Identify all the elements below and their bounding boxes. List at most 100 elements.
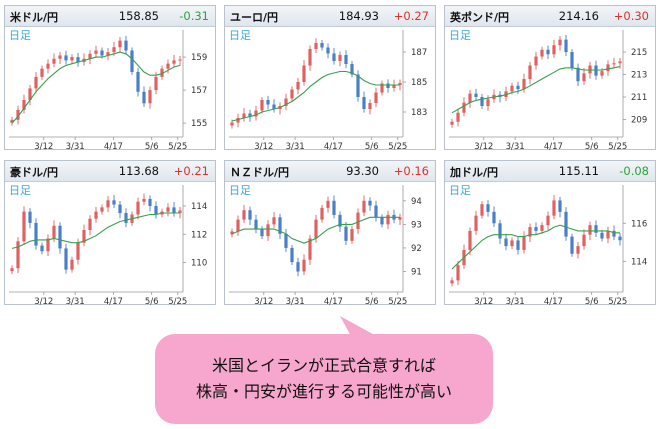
candle-body xyxy=(118,204,122,214)
candle-body xyxy=(570,52,574,68)
candle-body xyxy=(46,238,50,252)
candle-body xyxy=(154,205,158,215)
x-tick-label: 5/25 xyxy=(608,297,627,306)
panel-header: 米ドル/円 158.85 -0.31 xyxy=(5,6,215,27)
price-chart: 155 157 159 3/12 3/31 4/17 5/6 5/25 xyxy=(9,30,207,151)
candle-body xyxy=(552,45,556,55)
x-tick-label: 5/6 xyxy=(365,142,379,151)
candle-body xyxy=(594,65,598,76)
candle-body xyxy=(320,43,324,48)
candle-body xyxy=(468,230,472,250)
y-tick-label: 211 xyxy=(631,93,647,103)
moving-average-line xyxy=(231,216,400,244)
candle-body xyxy=(302,259,306,272)
candle-body xyxy=(576,67,580,82)
candle-body xyxy=(260,100,264,111)
candle-body xyxy=(332,200,336,215)
candle-body xyxy=(516,240,520,250)
pair-name: 英ポンド/円 xyxy=(450,11,510,24)
x-tick-label: 3/12 xyxy=(254,142,273,151)
candle-body xyxy=(290,89,294,99)
price-value: 115.11 xyxy=(558,164,599,178)
candle-body xyxy=(564,39,568,52)
candle-body xyxy=(480,204,484,216)
candle-body xyxy=(284,233,288,248)
candle-body xyxy=(326,200,330,208)
candle-body xyxy=(380,83,384,93)
pair-name: ＮＺドル/円 xyxy=(230,166,290,179)
y-tick-label: 185 xyxy=(411,78,427,88)
candle-body xyxy=(76,242,80,260)
candle-body xyxy=(154,76,158,91)
candle-body xyxy=(606,230,610,239)
candle-body xyxy=(34,222,38,246)
candle-body xyxy=(290,247,294,263)
candle-body xyxy=(368,200,372,206)
candle-body xyxy=(178,59,182,61)
change-value: +0.30 xyxy=(613,9,649,23)
candle-body xyxy=(82,230,86,243)
price-chart: 114 116 3/12 3/31 4/17 5/6 5/25 xyxy=(449,185,647,306)
candle-body xyxy=(540,225,544,231)
candle-body xyxy=(386,214,390,225)
candle-body xyxy=(296,262,300,272)
candle-body xyxy=(332,53,336,61)
change-value: +0.16 xyxy=(393,164,429,178)
candle-body xyxy=(34,76,38,89)
price-chart: 183 185 187 3/12 3/31 4/17 5/6 5/25 xyxy=(229,30,427,151)
x-tick-label: 4/17 xyxy=(324,142,343,151)
candle-body xyxy=(356,212,360,230)
candle-body xyxy=(582,73,586,82)
candle-body xyxy=(618,61,622,64)
candle-body xyxy=(450,280,454,284)
x-tick-label: 5/25 xyxy=(168,142,187,151)
change-value: -0.31 xyxy=(179,9,209,23)
candle-body xyxy=(58,225,62,249)
candle-body xyxy=(546,215,550,226)
candle-body xyxy=(118,40,122,48)
candle-body xyxy=(504,91,508,97)
candle-body xyxy=(522,79,526,90)
candle-body xyxy=(564,211,568,237)
candle-body xyxy=(576,246,580,254)
moving-average-line xyxy=(231,70,400,122)
candle-body xyxy=(106,200,110,208)
candle-body xyxy=(606,64,610,72)
x-tick-label: 4/17 xyxy=(544,297,563,306)
candle-body xyxy=(166,63,170,69)
x-tick-label: 3/31 xyxy=(286,142,305,151)
candle-body xyxy=(504,238,508,247)
candle-body xyxy=(230,122,234,126)
y-tick-label: 114 xyxy=(631,257,647,267)
candle-body xyxy=(570,236,574,254)
candle-body xyxy=(166,207,170,212)
panel-header: 加ドル/円 115.11 -0.08 xyxy=(445,161,655,182)
candle-body xyxy=(468,93,472,103)
pair-name: 豪ドル/円 xyxy=(10,166,59,179)
candle-body xyxy=(142,198,146,202)
candle-body xyxy=(10,268,14,272)
candle-body xyxy=(70,57,74,61)
candle-body xyxy=(534,56,538,66)
moving-average-line xyxy=(11,51,181,124)
chart-panel: 英ポンド/円 214.16 +0.30 209 211 213 215 3/12 3/31 4/1… xyxy=(444,5,656,151)
period-label: 日足 xyxy=(9,29,31,42)
candle-body xyxy=(230,231,234,235)
candle-body xyxy=(456,265,460,281)
x-tick-label: 4/17 xyxy=(104,142,123,151)
callout-line-2: 株高・円安が進行する可能性が高い xyxy=(195,382,452,401)
y-tick-label: 94 xyxy=(411,197,422,207)
x-tick-label: 5/6 xyxy=(145,297,159,306)
candle-body xyxy=(124,213,128,223)
change-value: +0.27 xyxy=(393,9,429,23)
candle-body xyxy=(266,224,270,237)
candle-body xyxy=(558,39,562,46)
candle-body xyxy=(76,57,80,63)
y-tick-label: 213 xyxy=(631,71,647,81)
candle-body xyxy=(326,47,330,54)
price-chart: 91 92 93 94 3/12 3/31 4/17 5/6 5/25 xyxy=(229,185,422,306)
y-tick-label: 91 xyxy=(411,268,422,278)
y-tick-label: 155 xyxy=(191,119,207,129)
period-label: 日足 xyxy=(229,29,251,42)
